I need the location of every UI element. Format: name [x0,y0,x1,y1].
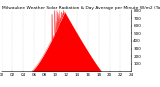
Text: Milwaukee Weather Solar Radiation & Day Average per Minute W/m2 (Today): Milwaukee Weather Solar Radiation & Day … [2,6,160,10]
